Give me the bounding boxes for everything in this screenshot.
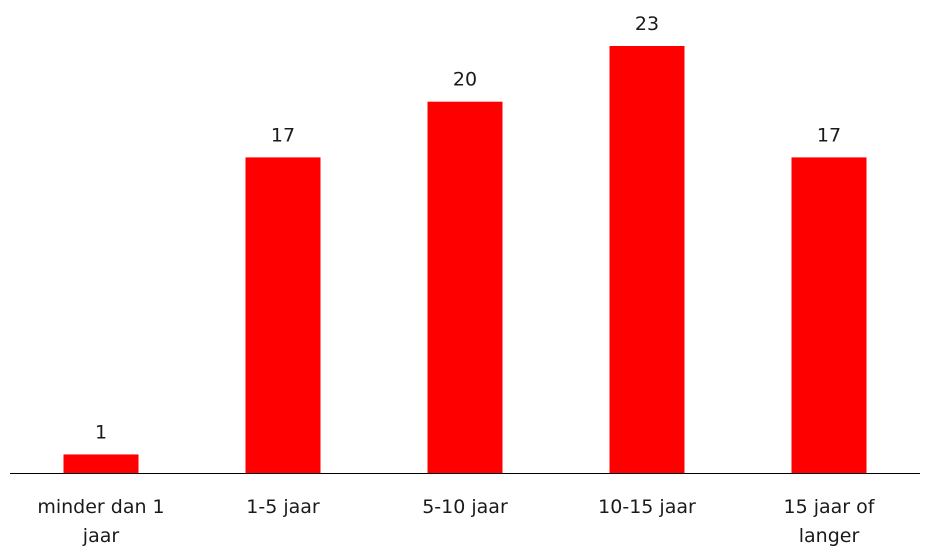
value-label-3: 23: [635, 13, 659, 35]
category-label-2: 5-10 jaar: [422, 496, 508, 518]
category-label-3: 10-15 jaar: [598, 496, 696, 518]
value-labels-group: 1 17 20 23 17: [95, 13, 841, 443]
value-label-2: 20: [453, 69, 477, 91]
category-label-1-line-0: 1-5 jaar: [246, 496, 320, 518]
bar-4: [791, 157, 867, 474]
category-label-0-line-0: minder dan 1: [37, 496, 164, 518]
value-label-4: 17: [817, 124, 841, 146]
category-label-2-line-0: 5-10 jaar: [422, 496, 508, 518]
category-label-4-line-0: 15 jaar of: [784, 496, 876, 518]
bar-0: [63, 454, 139, 473]
bar-3: [609, 46, 685, 473]
category-label-0: minder dan 1 jaar: [37, 496, 164, 547]
value-label-1: 17: [271, 124, 295, 146]
category-label-3-line-0: 10-15 jaar: [598, 496, 696, 518]
category-labels-group: minder dan 1 jaar 1-5 jaar 5-10 jaar 10-15 j…: [37, 496, 875, 547]
category-label-1: 1-5 jaar: [246, 496, 320, 518]
category-label-4-line-1: langer: [799, 525, 860, 547]
category-label-4: 15 jaar of langer: [784, 496, 876, 547]
bar-2: [427, 101, 503, 474]
bar-1: [245, 157, 321, 474]
bars-group: [63, 46, 867, 474]
value-label-0: 1: [95, 421, 107, 443]
category-label-0-line-1: jaar: [82, 525, 120, 547]
